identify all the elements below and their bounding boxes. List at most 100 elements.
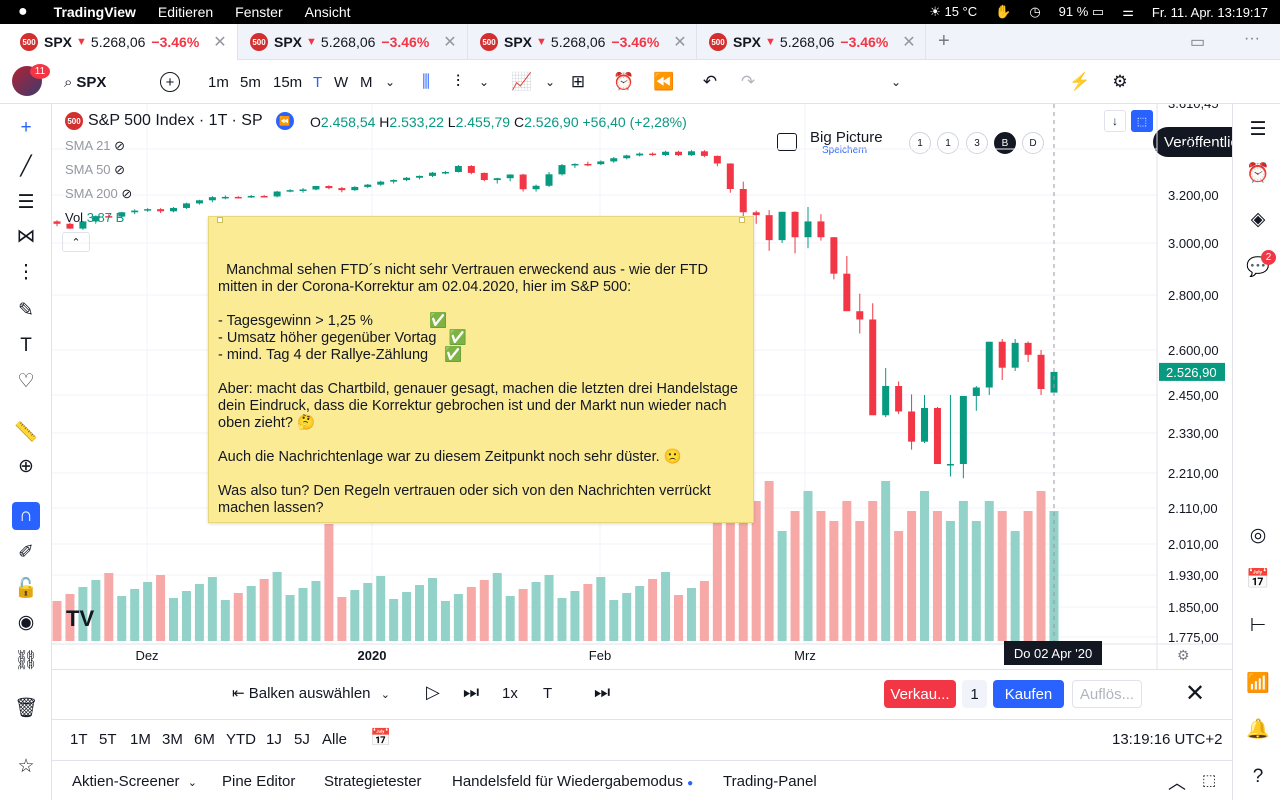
expand-panel-icon[interactable]: ︿ (1168, 773, 1186, 793)
menu-view[interactable]: Ansicht (304, 4, 351, 20)
play-icon[interactable]: ▷ (426, 682, 440, 702)
brush-icon[interactable]: ✎ (18, 299, 34, 321)
crosshair-icon[interactable]: + (20, 117, 32, 138)
alarm-icon[interactable]: ⏰ (1246, 163, 1270, 184)
scroll-down-icon[interactable]: ↓ (1104, 110, 1126, 132)
range-1y[interactable]: 1J (266, 731, 282, 748)
save-layout[interactable]: Speichern (822, 145, 868, 156)
templates-icon[interactable]: ⊞ (570, 72, 586, 91)
menu-window[interactable]: Fenster (235, 4, 283, 20)
close-icon[interactable]: ✕ (902, 34, 916, 51)
close-icon[interactable]: ✕ (443, 34, 457, 51)
text-tool-icon[interactable]: T (20, 335, 32, 356)
trendline-icon[interactable]: ╱ (20, 155, 32, 177)
collapse-legend-icon[interactable]: ⌃ (62, 232, 90, 252)
buy-button[interactable]: Kaufen (993, 680, 1064, 708)
bars-icon[interactable]: ⫶ (455, 72, 461, 91)
range-1m[interactable]: 1M (130, 731, 151, 748)
layout-btn-2[interactable]: 1 (937, 132, 959, 154)
app-name[interactable]: TradingView (53, 4, 136, 20)
chevron-down-icon[interactable]: ⌄ (890, 75, 902, 89)
sticky-note[interactable]: Manchmal sehen FTD´s nicht sehr Vertraue… (208, 216, 754, 523)
new-tab-icon[interactable]: + (938, 30, 950, 52)
fib-icon[interactable]: ☰ (17, 191, 35, 213)
indicator-sma21[interactable]: SMA 21 ⊘ (65, 138, 125, 154)
note-handle[interactable] (739, 217, 745, 223)
pine-icon[interactable]: ⊢ (1249, 614, 1267, 636)
menu-edit[interactable]: Editieren (157, 4, 214, 20)
screen-icon[interactable]: ▭ (1190, 34, 1206, 51)
quick-search-icon[interactable]: ⚡ (1069, 72, 1091, 91)
range-ytd[interactable]: YTD (226, 731, 256, 748)
range-5d[interactable]: 5T (99, 731, 117, 748)
layers-icon[interactable]: ◈ (1250, 208, 1266, 230)
chevron-down-icon[interactable]: ⌄ (478, 75, 490, 89)
range-1d[interactable]: 1T (70, 731, 88, 748)
chevron-down-icon[interactable]: ⌄ (544, 75, 556, 89)
jump-to-realtime-icon[interactable]: ⏭ (594, 682, 611, 702)
select-bars-button[interactable]: ⇤ Balken auswählen ⌄ (232, 684, 390, 702)
range-6m[interactable]: 6M (194, 731, 215, 748)
zoom-icon[interactable]: ⊕ (18, 455, 34, 477)
trash-icon[interactable]: 🗑 (13, 698, 39, 719)
flatten-button[interactable]: Auflös... (1072, 680, 1142, 708)
magnet-icon[interactable]: ∩ (12, 502, 40, 530)
draw-lock-icon[interactable]: ✐ (18, 541, 34, 563)
range-all[interactable]: Alle (322, 731, 348, 748)
target-icon[interactable]: ◎ (1249, 524, 1267, 546)
candles-icon[interactable]: ⫼ (422, 72, 430, 91)
tab-strategy-tester[interactable]: Strategietester (324, 773, 422, 790)
layout-btn-3[interactable]: 3 (966, 132, 988, 154)
close-icon[interactable]: ✕ (673, 34, 687, 51)
quantity-field[interactable]: 1 (962, 680, 987, 708)
goto-date-icon[interactable]: 📅 (370, 728, 392, 747)
link-icon[interactable]: ⛓ (13, 650, 39, 671)
bell-icon[interactable]: 🔔 (1246, 719, 1270, 740)
undo-icon[interactable]: ↶ (702, 72, 718, 91)
tab-spx-4[interactable]: 500 SPX ▼ 5.268,06 −3.46% ✕ (697, 24, 926, 60)
close-replay-icon[interactable]: ✕ (1185, 680, 1206, 707)
ruler-icon[interactable]: 📏 (14, 422, 38, 443)
indicator-volume[interactable]: Vol 3,87 B (65, 210, 124, 225)
replay-speed[interactable]: 1x (502, 685, 518, 702)
tab-spx-1[interactable]: 500 SPX ▼ 5.268,06 −3.46% ✕ (0, 24, 238, 60)
chart-pane[interactable]: 3.400,00 3.200,00 3.000,00 2.800,00 2.600,00… (52, 104, 1232, 669)
auto-scale-icon[interactable]: ⬚ (1131, 110, 1153, 132)
chart-settings-icon[interactable]: ⚙ (1177, 647, 1190, 663)
chart-title[interactable]: S&P 500 Index · 1T · SP (88, 112, 263, 129)
interval-day[interactable]: T (313, 73, 323, 91)
alert-icon[interactable]: ⏰ (613, 72, 635, 91)
maximize-panel-icon[interactable]: ⬚ (1202, 772, 1217, 789)
lock-icon[interactable]: 🔓 (14, 578, 38, 599)
tab-spx-2[interactable]: 500 SPX ▼ 5.268,06 −3.46% ✕ (238, 24, 468, 60)
indicator-sma50[interactable]: SMA 50 ⊘ (65, 162, 125, 178)
fullscreen-icon[interactable] (777, 133, 797, 151)
indicator-sma200[interactable]: SMA 200 ⊘ (65, 186, 132, 202)
help-icon[interactable]: ? (1252, 766, 1264, 787)
calendar-icon[interactable]: 📅 (1246, 569, 1270, 590)
range-3m[interactable]: 3M (162, 731, 183, 748)
redo-icon[interactable]: ↷ (740, 72, 756, 91)
more-icon[interactable]: ··· (1244, 30, 1260, 47)
close-icon[interactable]: ✕ (213, 34, 227, 51)
tab-replay-trading[interactable]: Handelsfeld für Wiedergabemodus ● (452, 773, 693, 790)
range-5y[interactable]: 5J (294, 731, 310, 748)
interval-month[interactable]: M (360, 73, 373, 91)
settings-icon[interactable]: ⚙ (1112, 72, 1128, 91)
hidden-eye-icon[interactable]: ⊘ (114, 162, 126, 177)
clock-timezone[interactable]: 13:19:16 UTC+2 (1112, 731, 1223, 748)
interval-15m[interactable]: 15m (273, 73, 303, 91)
sell-button[interactable]: Verkau... (884, 680, 956, 708)
interval-1m[interactable]: 1m (208, 73, 229, 91)
tab-stock-screener[interactable]: Aktien-Screener ⌄ (72, 773, 197, 790)
control-center-icon[interactable]: ⚌ (1122, 4, 1134, 19)
chart-canvas[interactable]: 3.400,00 3.200,00 3.000,00 2.800,00 2.600,00… (52, 104, 1232, 669)
tab-spx-3[interactable]: 500 SPX ▼ 5.268,06 −3.46% ✕ (468, 24, 697, 60)
chevron-down-icon[interactable]: ⌄ (384, 75, 396, 89)
watchlist-icon[interactable]: ☰ (1249, 118, 1267, 140)
add-symbol-icon[interactable]: + (160, 72, 180, 92)
layout-btn-d[interactable]: D (1022, 132, 1044, 154)
battery-status[interactable]: 91 % ▭ (1058, 4, 1105, 19)
symbol-search[interactable]: ⌕ SPX (64, 60, 106, 104)
replay-marker-icon[interactable]: ⏪ (276, 112, 294, 130)
